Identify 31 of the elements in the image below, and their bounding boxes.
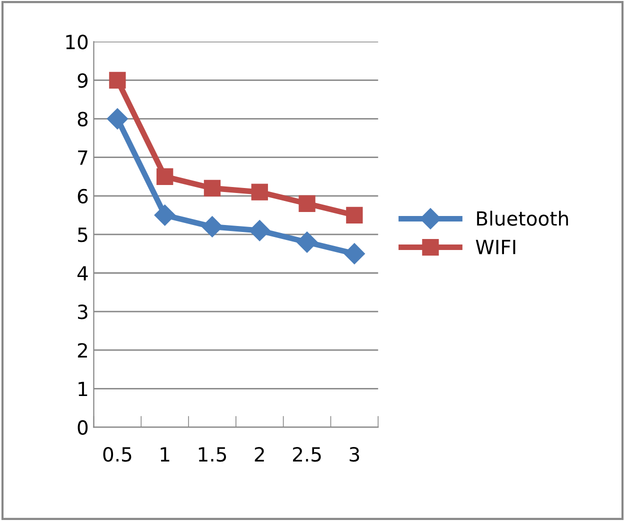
y-tick-label: 10 [66, 34, 88, 50]
point [156, 168, 174, 185]
y-tick-label: 4 [77, 266, 88, 280]
point [204, 180, 221, 197]
point [251, 184, 268, 200]
x-tick-label: 0.5 [103, 447, 132, 462]
point [106, 108, 128, 130]
point [249, 220, 270, 242]
y-tick-label: 8 [78, 112, 88, 126]
x-tick-label: 2 [254, 447, 264, 462]
point [154, 204, 176, 226]
y-tick-label: 6 [78, 188, 88, 204]
y-tick-label: 7 [78, 150, 88, 165]
x-tick-label: 1 [160, 447, 170, 462]
x-tick-label: 1.5 [198, 447, 226, 462]
point [296, 232, 318, 253]
y-tick-label: 2 [78, 343, 87, 358]
point [298, 195, 316, 212]
x-tick-label: 2.5 [292, 447, 321, 462]
x-tick-label: 3 [350, 447, 360, 462]
legend-label: WIFI [476, 240, 516, 254]
y-tick-label: 0 [78, 420, 88, 435]
y-tick-label: 9 [78, 73, 88, 88]
y-tick-label: 5 [78, 228, 88, 242]
point [109, 72, 126, 89]
y-tick-label: 1 [78, 382, 88, 396]
y-tick-label: 3 [78, 304, 88, 320]
point [346, 206, 363, 224]
point [344, 243, 365, 264]
point [202, 216, 223, 238]
legend-label: Bluetooth [477, 210, 568, 226]
